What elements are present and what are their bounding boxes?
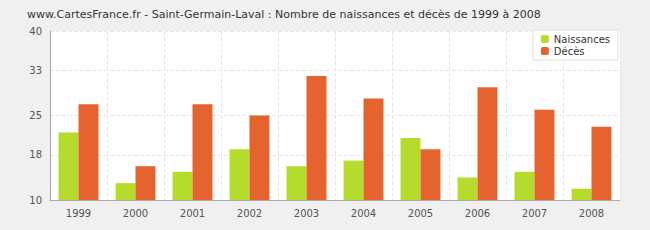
svg-text:2008: 2008: [579, 208, 604, 219]
svg-text:Décès: Décès: [554, 46, 585, 57]
svg-text:40: 40: [29, 26, 42, 37]
svg-text:www.CartesFrance.fr - Saint-Ge: www.CartesFrance.fr - Saint-Germain-Lava…: [27, 8, 541, 21]
svg-text:2006: 2006: [465, 208, 490, 219]
svg-text:10: 10: [29, 195, 42, 206]
svg-text:2003: 2003: [294, 208, 319, 219]
svg-text:2002: 2002: [237, 208, 262, 219]
svg-text:2000: 2000: [123, 208, 148, 219]
svg-text:18: 18: [29, 149, 42, 160]
svg-text:Naissances: Naissances: [554, 34, 610, 45]
svg-text:2007: 2007: [522, 208, 547, 219]
svg-text:33: 33: [29, 65, 42, 76]
svg-text:25: 25: [29, 110, 42, 121]
svg-text:2005: 2005: [408, 208, 433, 219]
svg-text:2001: 2001: [180, 208, 205, 219]
svg-text:1999: 1999: [66, 208, 91, 219]
svg-text:2004: 2004: [351, 208, 376, 219]
